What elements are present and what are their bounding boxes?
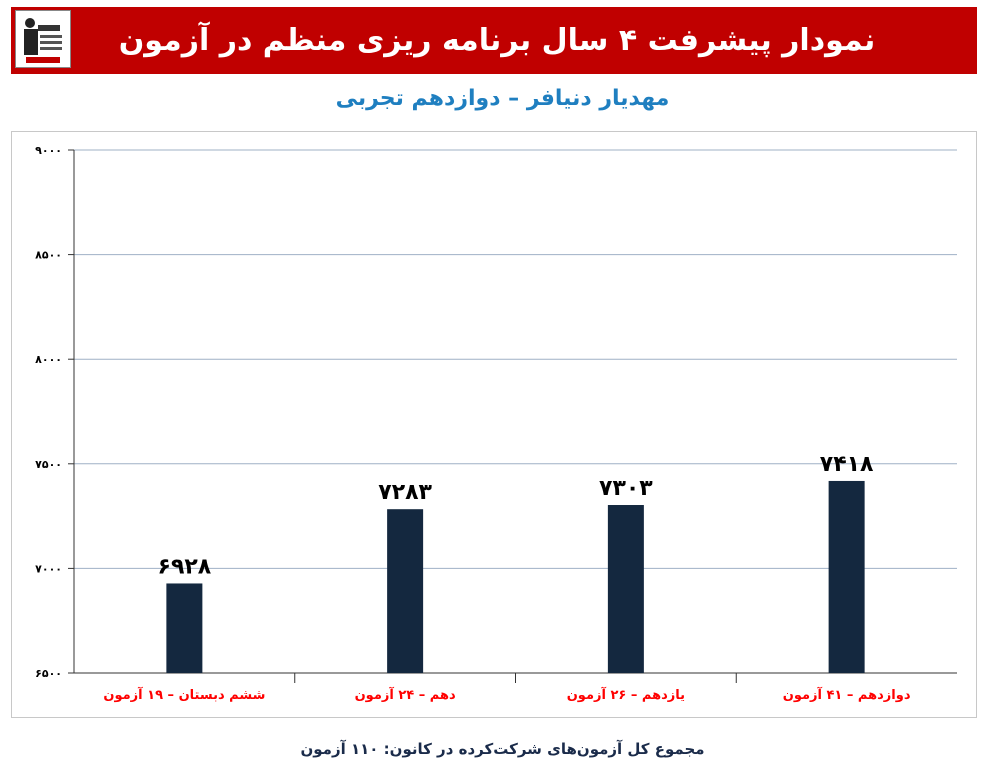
x-tick-label: ششم دبستان – ۱۹ آزمون: [103, 686, 265, 703]
y-tick-label: ۹۰۰۰: [35, 144, 62, 157]
page-title: نمودار پیشرفت ۴ سال برنامه ریزی منظم در …: [118, 23, 876, 125]
bar: [387, 509, 424, 673]
kanoon-logo-icon: [15, 10, 71, 68]
x-tick-label: یازدهم – ۲۶ آزمون: [567, 686, 685, 703]
chart-area: ۶۵۰۰ ۷۰۰۰ ۷۵۰۰ ۸۰۰۰ ۸۵۰۰ ۹۰۰۰ ۶۹۲۸ ششم دبستان –…: [11, 131, 977, 718]
bar-chart: ۶۵۰۰ ۷۰۰۰ ۷۵۰۰ ۸۰۰۰ ۸۵۰۰ ۹۰۰۰ ۶۹۲۸ ششم دبستان –…: [35, 144, 957, 703]
y-tick-label: ۶۵۰۰: [35, 667, 62, 680]
data-label: ۷۳۰۳: [599, 476, 653, 501]
data-label: ۷۴۱۸: [820, 452, 874, 477]
bar: [166, 583, 203, 673]
y-tick-label: ۸۰۰۰: [35, 353, 62, 366]
y-tick-label: ۷۰۰۰: [35, 562, 62, 575]
bar: [607, 505, 644, 673]
x-tick-label: دهم – ۲۴ آزمون: [355, 686, 456, 703]
chart-subtitle: مهدیار دنیافر – دوازدهم تجربی: [335, 86, 670, 111]
x-tick-label: دوازدهم – ۴۱ آزمون: [783, 686, 911, 703]
data-label: ۷۲۸۳: [378, 480, 432, 505]
total-exams-note: مجموع کل آزمون‌های شرکت‌کرده در کانون: ۱…: [300, 740, 705, 758]
bar: [828, 480, 865, 673]
y-tick-label: ۸۵۰۰: [35, 249, 62, 262]
data-label: ۶۹۲۸: [158, 554, 212, 579]
header-banner: [11, 7, 977, 74]
y-tick-label: ۷۵۰۰: [35, 458, 62, 471]
